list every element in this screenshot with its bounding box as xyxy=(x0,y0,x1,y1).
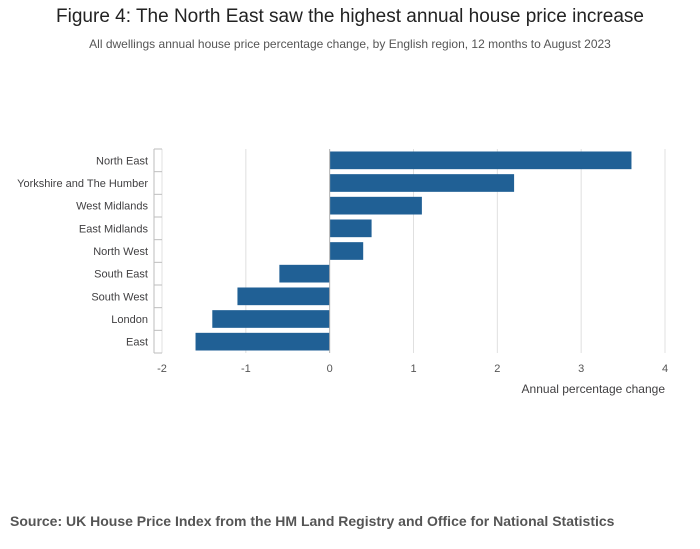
bar-west-midlands xyxy=(329,196,422,215)
x-axis-title: Annual percentage change xyxy=(522,382,666,396)
chart-title: Figure 4: The North East saw the highest… xyxy=(56,6,644,27)
bar-yorkshire-and-the-humber xyxy=(329,174,515,192)
category-label: South West xyxy=(91,291,148,303)
category-label: Yorkshire and The Humber xyxy=(17,178,148,190)
bar-east-midlands xyxy=(329,219,372,238)
category-label: London xyxy=(111,314,148,326)
bar-south-west xyxy=(237,287,330,306)
category-label: East xyxy=(126,337,148,349)
x-tick-label: 4 xyxy=(662,363,668,375)
bar-north-west xyxy=(329,242,364,260)
category-label: East Midlands xyxy=(79,223,149,235)
x-tick-label: 0 xyxy=(327,363,333,375)
category-label: North East xyxy=(96,155,148,167)
x-tick-label: -2 xyxy=(157,363,167,375)
source-note: Source: UK House Price Index from the HM… xyxy=(10,513,615,529)
bar-north-east xyxy=(329,151,632,170)
bar-london xyxy=(212,310,330,328)
bar-south-east xyxy=(279,264,330,283)
bar-east xyxy=(195,332,330,351)
x-tick-label: 1 xyxy=(410,363,416,375)
category-label: North West xyxy=(93,246,148,258)
x-tick-label: 3 xyxy=(578,363,584,375)
x-tick-label: 2 xyxy=(494,363,500,375)
x-tick-label: -1 xyxy=(241,363,251,375)
category-label: South East xyxy=(94,269,148,281)
category-label: West Midlands xyxy=(76,201,148,213)
chart-subtitle: All dwellings annual house price percent… xyxy=(89,37,611,51)
